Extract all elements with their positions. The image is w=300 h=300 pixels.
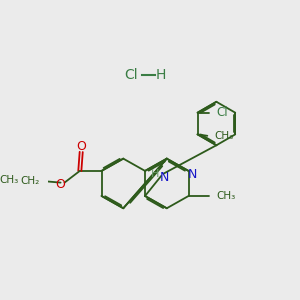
Text: H: H — [155, 68, 166, 82]
Text: CH₃: CH₃ — [0, 175, 19, 185]
Text: O: O — [55, 178, 65, 191]
Text: H: H — [151, 169, 159, 179]
Text: N: N — [188, 168, 197, 181]
Text: Cl: Cl — [124, 68, 138, 82]
Text: O: O — [76, 140, 86, 153]
Text: CH₃: CH₃ — [216, 191, 236, 201]
Text: Cl: Cl — [217, 106, 228, 119]
Text: CH₃: CH₃ — [215, 131, 234, 141]
Text: CH₂: CH₂ — [21, 176, 40, 186]
Text: N: N — [159, 171, 169, 184]
